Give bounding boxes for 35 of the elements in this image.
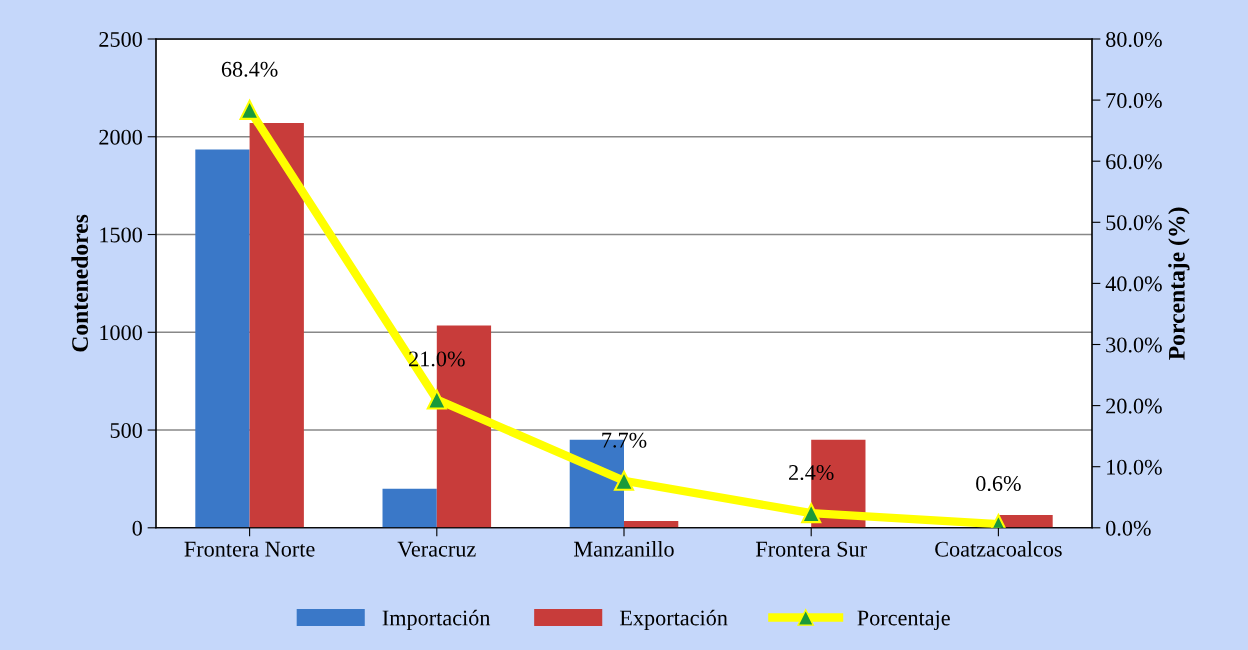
data-label: 7.7% [602, 432, 647, 448]
y-tick-label: 2500 [99, 31, 142, 47]
point [426, 389, 447, 410]
x-tick-label: Veracruz [397, 541, 476, 557]
data-label: 0.6% [976, 476, 1021, 492]
y2-tick-label: 60.0% [1106, 154, 1162, 170]
y-tick-label: 0 [132, 520, 142, 536]
x-tick-label: Coatzacoalcos [935, 540, 1062, 557]
y2-tick-label: 30.0% [1106, 337, 1162, 353]
y-tick-label: 2000 [99, 129, 142, 145]
y2-axis-title: Porcentaje (%) [1168, 207, 1190, 360]
legend-label: Importación [382, 609, 491, 630]
y2-tick-label: 70.0% [1106, 93, 1162, 109]
y-tick-label: 1500 [100, 227, 142, 243]
y-tick-label: 500 [110, 422, 142, 438]
y2-tick-label: 20.0% [1106, 398, 1162, 414]
data-label: 68.4% [221, 61, 278, 77]
bar [382, 488, 437, 528]
y2-tick-label: 40.0% [1105, 276, 1162, 292]
x-tick-label: Frontera Sur [755, 541, 867, 557]
point [613, 470, 635, 491]
y2-tick-label: 80.0% [1106, 31, 1162, 48]
y2-tick-label: 50.0% [1106, 215, 1162, 231]
point [239, 99, 260, 120]
point [801, 503, 822, 524]
y-axis-title: Contenedores [71, 214, 89, 352]
y2-tick-label: 0.0% [1106, 520, 1151, 536]
legend-label: Exportación [619, 609, 728, 630]
x-tick-label: Manzanillo [574, 540, 674, 557]
bar [195, 149, 250, 528]
legend-label: Porcentaje [857, 610, 950, 630]
bar [249, 123, 304, 528]
x-tick-label: Frontera Norte [184, 541, 315, 557]
y2-tick-label: 10.0% [1107, 459, 1162, 475]
y-tick-label: 1000 [100, 325, 142, 341]
